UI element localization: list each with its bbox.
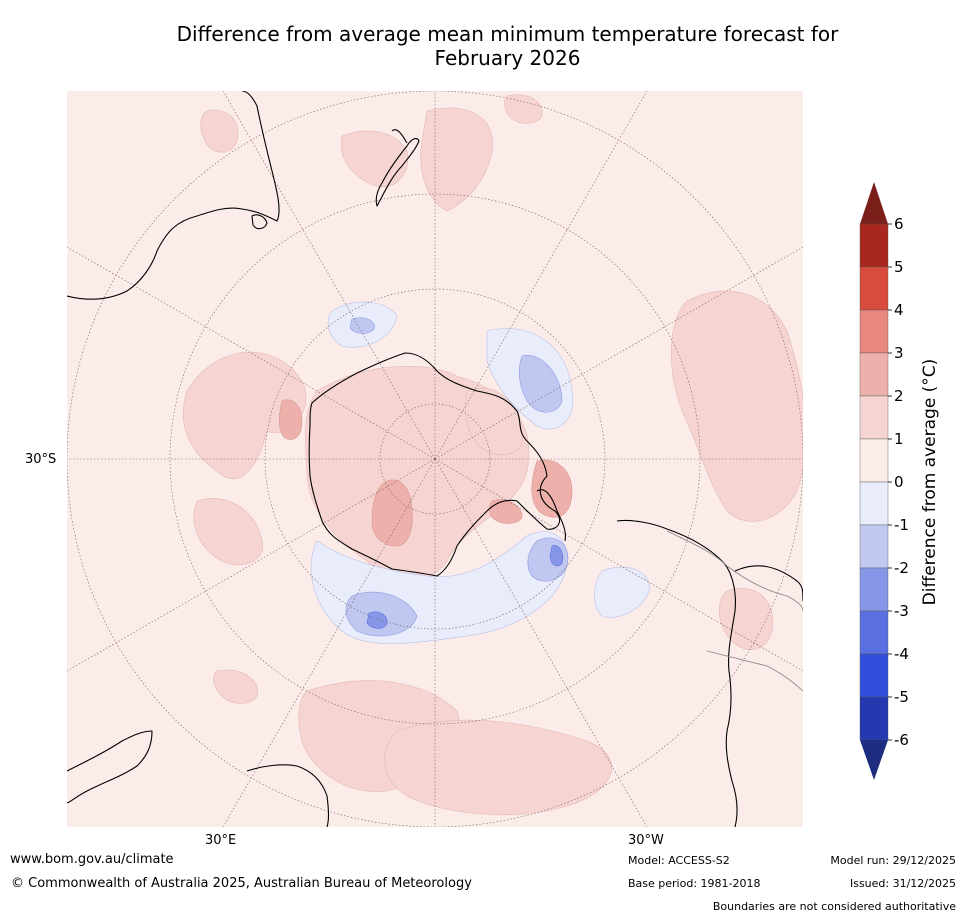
title-line-2: February 2026 [434,46,581,70]
coastline-new-zealand-north [391,129,408,144]
longitude-label-30w: 30°W [628,833,664,848]
anomaly-patch-cool-south-atlantic [594,566,650,618]
anomaly-patch-antarctica-west [464,388,524,456]
coastline-africa [67,730,153,804]
footer-copyright: © Commonwealth of Australia 2025, Austra… [11,876,472,891]
colorbar-tick-label: 4 [894,301,904,319]
anomaly-patch-small-4 [213,669,259,704]
anomaly-patch-south-indian [193,498,263,566]
anomaly-patch-small-3 [719,588,774,650]
latitude-circle-60 [264,288,606,630]
anomaly-patch-small-1 [200,109,239,153]
colorbar: 6 5 4 3 2 1 0 -1 -2 -3 -4 -5 -6 Difference from aver… [859,182,940,780]
colorbar-segment-m2-m1 [859,524,889,569]
title-line-1: Difference from average mean minimum tem… [176,22,839,46]
latitude-label-30s: 30°S [25,452,57,467]
colorbar-segment-0-1 [859,438,889,483]
footer-model-run: Model run: 29/12/2025 [830,854,956,867]
coastline-tasmania [251,214,268,230]
colorbar-tick-label: 3 [894,344,904,362]
colorbar-label: Difference from average (°C) [920,359,940,606]
anomaly-patch-east-pacific [671,290,803,522]
boundary-south-america [666,530,803,612]
polar-map [67,91,803,827]
colorbar-tick-label: 5 [894,258,904,276]
coastline-australia [67,91,280,300]
colorbar-segment-3-4 [859,309,889,354]
footer-base-period: Base period: 1981-2018 [628,877,761,890]
colorbar-segment-m1-0 [859,481,889,526]
colorbar-tick-label: 1 [894,430,904,448]
anomaly-patch-warm-indian [278,399,303,440]
coastline-antarctica [308,352,561,577]
colorbar-tick-label: -4 [894,645,909,663]
anomaly-patch-coolest-drake [549,545,564,567]
anomaly-patch-indian-ocean [183,351,307,480]
meridian-line-30w [434,458,648,827]
colorbar-tick-label: -5 [894,688,909,706]
anomaly-patch-warm-weddell [488,499,523,524]
coastline-madagascar [246,764,330,827]
colorbar-segments [859,182,889,780]
anomaly-patch-north-nz [420,107,493,212]
anomaly-patch-warm-peninsula [531,459,573,518]
anomaly-patch-small-2 [504,94,543,124]
latitude-circle-80 [379,403,491,515]
footer-disclaimer: Boundaries are not considered authoritat… [712,900,956,913]
colorbar-ticks: 6 5 4 3 2 1 0 -1 -2 -3 -4 -5 -6 [888,215,909,749]
meridian-line-150w [434,91,648,460]
colorbar-extend-above [860,182,888,224]
footer-model: Model: ACCESS-S2 [628,854,730,867]
footer-website: www.bom.gov.au/climate [10,852,174,867]
anomaly-patch-tasman [340,130,409,188]
colorbar-segment-m6-m5 [859,696,889,741]
coastline-south-america-west [734,565,803,602]
anomaly-patch-warm-east-antarctica [371,479,413,547]
colorbar-segment-5-6 [859,223,889,268]
colorbar-segment-m5-m4 [859,653,889,698]
colorbar-tick-label: 6 [894,215,904,233]
colorbar-tick-label: 2 [894,387,904,405]
boundary-andes [706,650,803,692]
coastline-antarctic-peninsula [536,489,566,542]
meridian-line-120e [67,246,436,460]
meridian-line-30e [222,458,436,827]
colorbar-segment-1-2 [859,395,889,440]
chart-title: Difference from average mean minimum tem… [60,22,955,70]
colorbar-segment-2-3 [859,352,889,397]
longitude-label-30e: 30°E [205,833,237,848]
anomaly-patch-cooler-pacific [518,355,563,413]
meridian-line-150e [222,91,436,460]
colorbar-tick-label: -6 [894,731,909,749]
footer-issued: Issued: 31/12/2025 [849,877,956,890]
coastline-new-zealand-south [375,137,420,207]
colorbar-segment-m3-m2 [859,567,889,612]
colorbar-segment-4-5 [859,266,889,311]
coastline-south-america [616,519,738,827]
colorbar-tick-label: -1 [894,516,909,534]
colorbar-tick-label: -2 [894,559,909,577]
anomaly-patch-coolest-atlantic [366,611,388,629]
anomaly-patch-south-atlantic-b [384,719,612,816]
meridian-line-60w [434,458,803,672]
latitude-circle-45 [169,193,701,725]
colorbar-segment-m4-m3 [859,610,889,655]
meridian-line-120w [434,246,803,460]
colorbar-tick-label: 0 [894,473,904,491]
colorbar-tick-label: -3 [894,602,909,620]
meridian-line-60e [67,458,436,672]
colorbar-extend-below [860,740,888,780]
